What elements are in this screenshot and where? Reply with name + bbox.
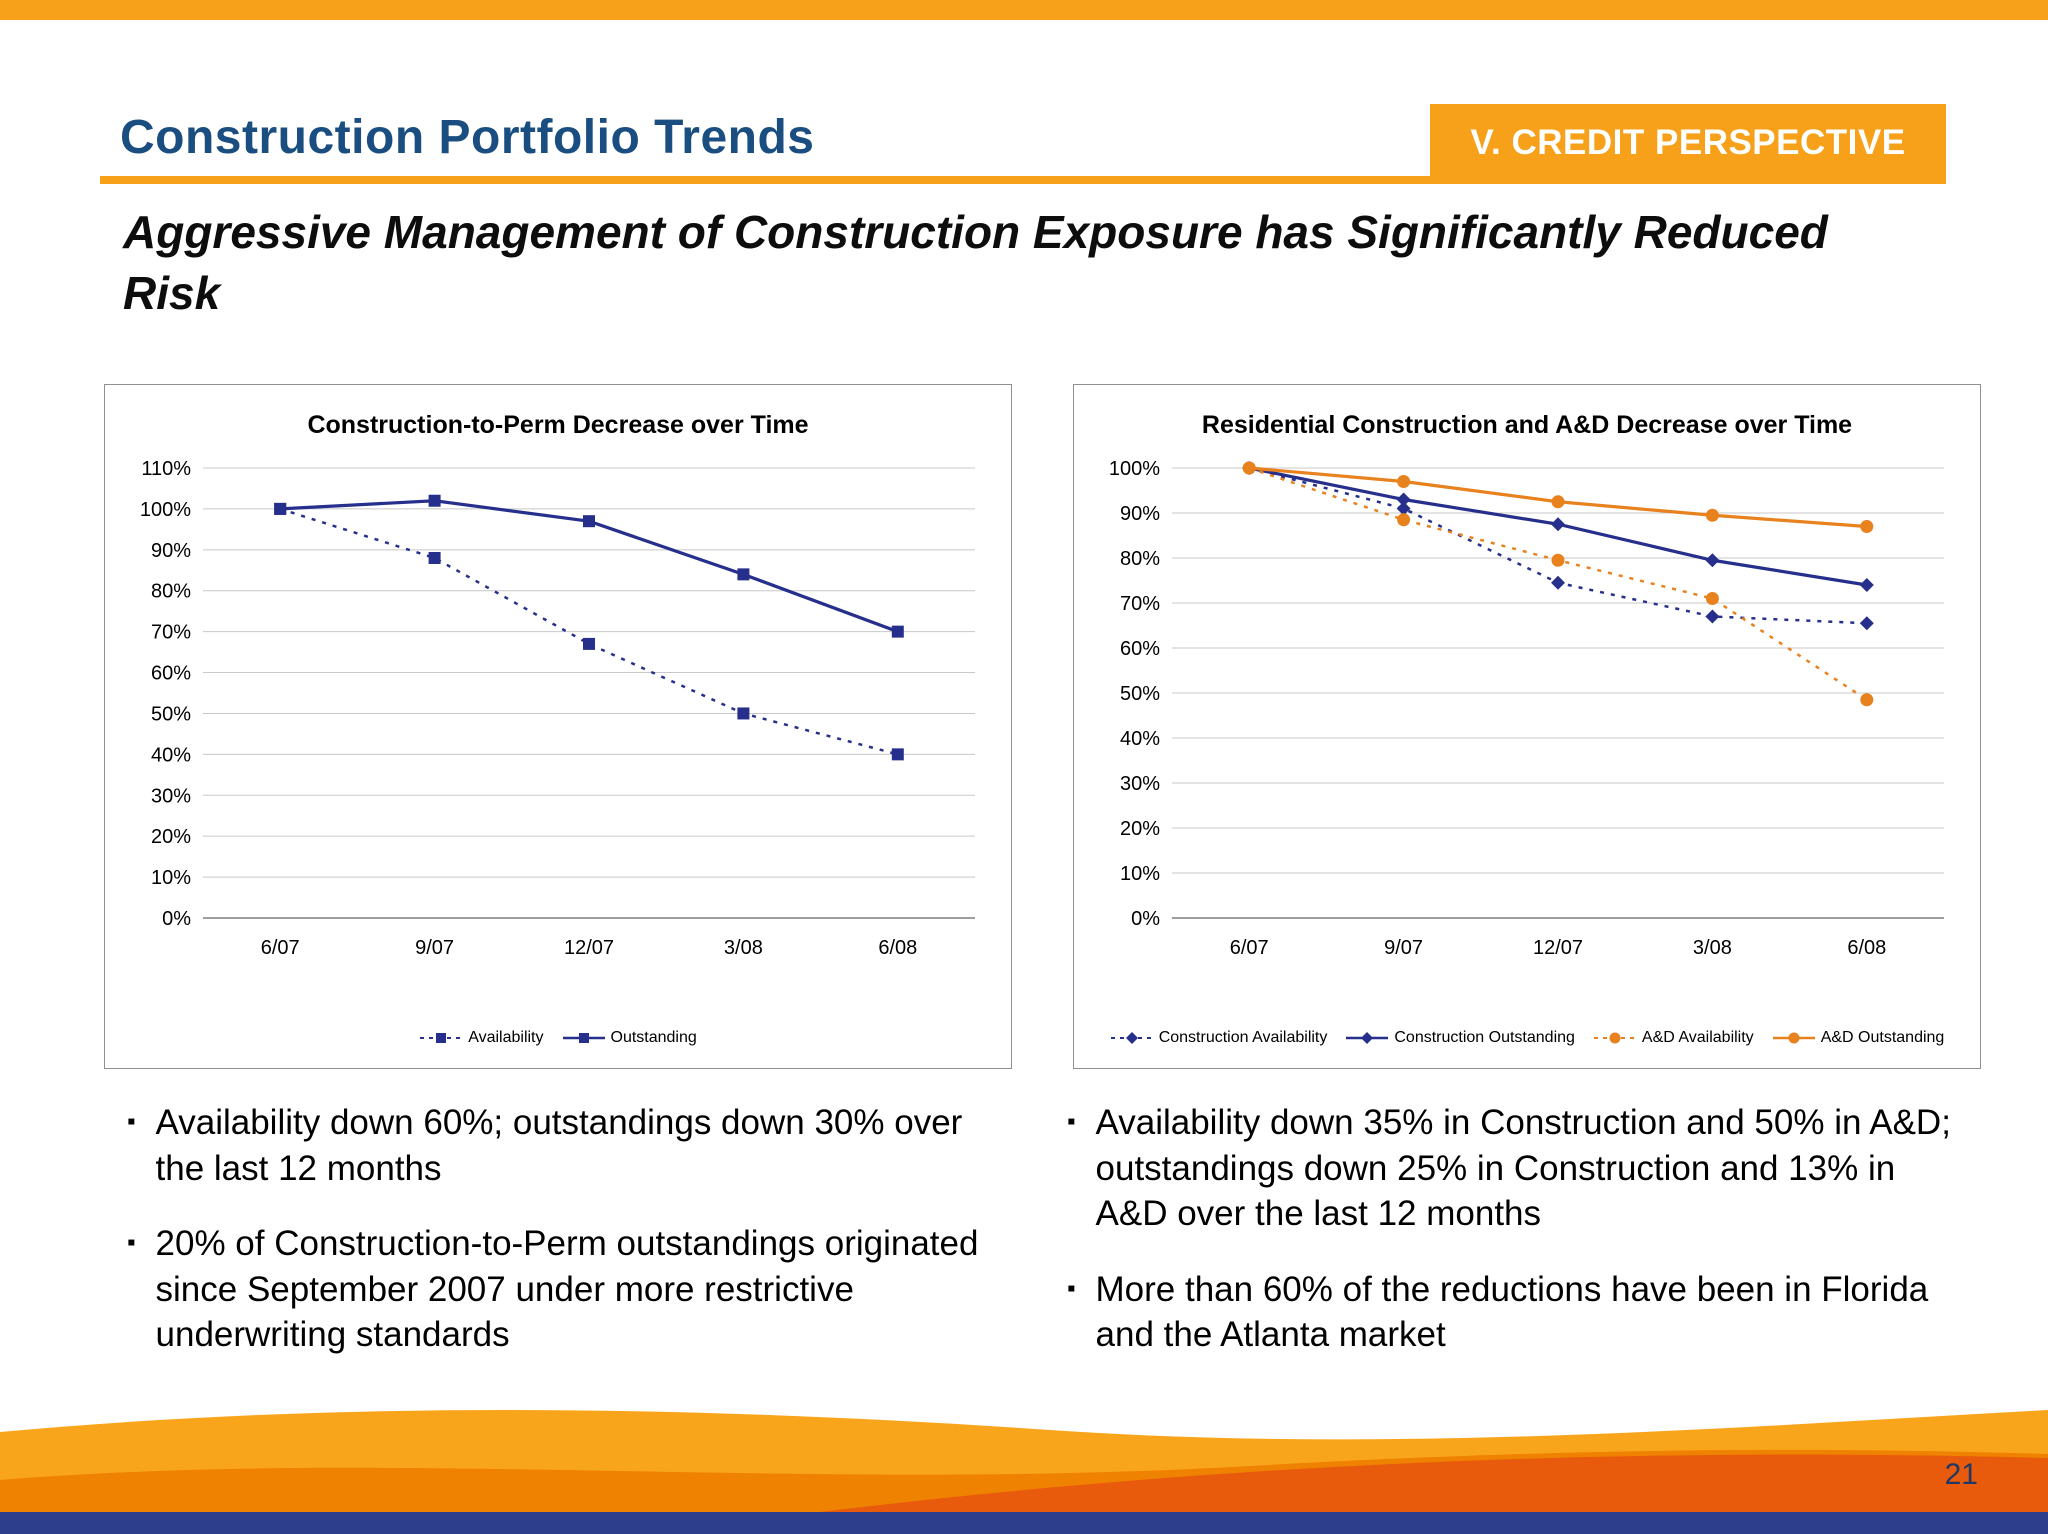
dashed-diamond-legend-icon [1110, 1032, 1153, 1044]
bullet-square-icon: ▪ [127, 1229, 136, 1256]
bullet-item: ▪ Availability down 60%; outstandings dow… [127, 1100, 1007, 1191]
svg-text:30%: 30% [1120, 773, 1160, 795]
title-underline [100, 176, 1946, 184]
svg-text:80%: 80% [151, 581, 191, 603]
svg-text:50%: 50% [1120, 683, 1160, 705]
bullet-item: ▪ More than 60% of the reductions have be… [1067, 1267, 1957, 1358]
line-chart-residential-and-ad: 0% 10% 20% 30% 40% 50% 60% 70% 80% 90% 100% 6/07 9/0… [1109, 458, 1944, 959]
line-chart-construction-to-perm: 0% 10% 20% 30% 40% 50% 60% 70% 80% 90% 100% 110% 6/0… [140, 458, 975, 959]
legend-item: A&D Availability [1593, 1029, 1754, 1047]
svg-text:6/08: 6/08 [878, 937, 917, 959]
legend-item: Outstanding [562, 1029, 697, 1047]
dashed-circle-legend-icon [1593, 1032, 1636, 1044]
solid-square-legend-icon [562, 1033, 605, 1043]
svg-text:50%: 50% [151, 703, 191, 725]
page-title: Construction Portfolio Trends [120, 111, 815, 164]
chart-construction-to-perm: Construction-to-Perm Decrease over Time … [104, 384, 1012, 1069]
bullets-section: ▪ Availability down 60%; outstandings dow… [127, 1100, 1957, 1388]
legend-label: A&D Availability [1641, 1029, 1754, 1046]
legend-label: A&D Outstanding [1820, 1029, 1945, 1046]
bullet-square-icon: ▪ [1067, 1108, 1076, 1135]
legend-item: A&D Outstanding [1772, 1029, 1945, 1047]
svg-text:90%: 90% [151, 540, 191, 562]
svg-text:12/07: 12/07 [564, 937, 614, 959]
chart-legend: Availability Outstanding [117, 1018, 999, 1058]
svg-text:6/07: 6/07 [261, 937, 300, 959]
svg-text:90%: 90% [1120, 503, 1160, 525]
legend-item: Construction Outstanding [1345, 1029, 1575, 1047]
legend-item: Availability [419, 1029, 544, 1047]
svg-text:3/08: 3/08 [1693, 937, 1732, 959]
svg-text:9/07: 9/07 [415, 937, 454, 959]
bullet-item: ▪ Availability down 35% in Construction a… [1067, 1100, 1957, 1237]
page-number: 21 [1944, 1458, 1978, 1491]
svg-text:110%: 110% [141, 458, 191, 480]
series-outstanding [274, 494, 904, 638]
svg-text:0%: 0% [162, 908, 191, 930]
right-bullet-list: ▪ Availability down 35% in Construction a… [1067, 1100, 1957, 1388]
bullet-square-icon: ▪ [127, 1108, 136, 1135]
dashed-square-legend-icon [420, 1033, 463, 1043]
svg-text:6/08: 6/08 [1847, 937, 1886, 959]
svg-text:0%: 0% [1131, 908, 1160, 930]
svg-text:40%: 40% [151, 744, 191, 766]
series-construction-outstanding [1242, 461, 1874, 592]
chart-legend: Construction Availability Construction Ou… [1086, 1018, 1968, 1058]
charts-row: Construction-to-Perm Decrease over Time … [104, 384, 1981, 1069]
bullet-text: More than 60% of the reductions have bee… [1095, 1269, 1929, 1355]
slide-subtitle: Aggressive Management of Construction Ex… [123, 206, 1828, 319]
solid-diamond-legend-icon [1346, 1032, 1389, 1044]
svg-text:10%: 10% [151, 867, 191, 889]
svg-text:70%: 70% [1120, 593, 1160, 615]
legend-label: Construction Availability [1158, 1029, 1328, 1046]
svg-text:100%: 100% [140, 499, 191, 521]
bullet-text: Availability down 60%; outstandings down… [155, 1103, 963, 1188]
solid-circle-legend-icon [1772, 1032, 1815, 1044]
top-accent-bar [0, 0, 2048, 20]
svg-text:6/07: 6/07 [1230, 937, 1269, 959]
series-a-d-availability [1242, 461, 1874, 707]
footer-wave-decoration [0, 1409, 2048, 1512]
legend-label: Construction Outstanding [1394, 1029, 1575, 1046]
left-bullet-list: ▪ Availability down 60%; outstandings dow… [127, 1100, 1007, 1388]
svg-text:9/07: 9/07 [1384, 937, 1423, 959]
svg-text:60%: 60% [1120, 638, 1160, 660]
svg-text:80%: 80% [1120, 548, 1160, 570]
legend-label: Outstanding [610, 1029, 697, 1046]
svg-text:3/08: 3/08 [724, 937, 763, 959]
bullet-square-icon: ▪ [1067, 1274, 1076, 1302]
svg-text:40%: 40% [1120, 728, 1160, 750]
svg-text:10%: 10% [1120, 863, 1160, 885]
svg-text:60%: 60% [151, 663, 191, 685]
bullet-text: Availability down 35% in Construction an… [1095, 1103, 1951, 1233]
section-badge: V. CREDIT PERSPECTIVE [1430, 104, 1946, 182]
footer-bottom-bar [0, 1512, 2048, 1534]
series-a-d-outstanding [1242, 461, 1874, 533]
bullet-item: ▪ 20% of Construction-to-Perm outstanding… [127, 1221, 1007, 1358]
chart-residential-and-ad: Residential Construction and A&D Decreas… [1073, 384, 1981, 1069]
svg-text:30%: 30% [151, 785, 191, 807]
svg-text:12/07: 12/07 [1533, 937, 1583, 959]
svg-text:20%: 20% [151, 826, 191, 848]
chart-title: Residential Construction and A&D Decreas… [1201, 411, 1853, 439]
legend-label: Availability [468, 1029, 544, 1046]
chart-title: Construction-to-Perm Decrease over Time [307, 411, 809, 439]
svg-text:70%: 70% [151, 622, 191, 644]
svg-text:20%: 20% [1120, 818, 1160, 840]
legend-item: Construction Availability [1110, 1029, 1328, 1047]
svg-text:100%: 100% [1109, 458, 1160, 480]
bullet-text: 20% of Construction-to-Perm outstandings… [155, 1224, 979, 1354]
